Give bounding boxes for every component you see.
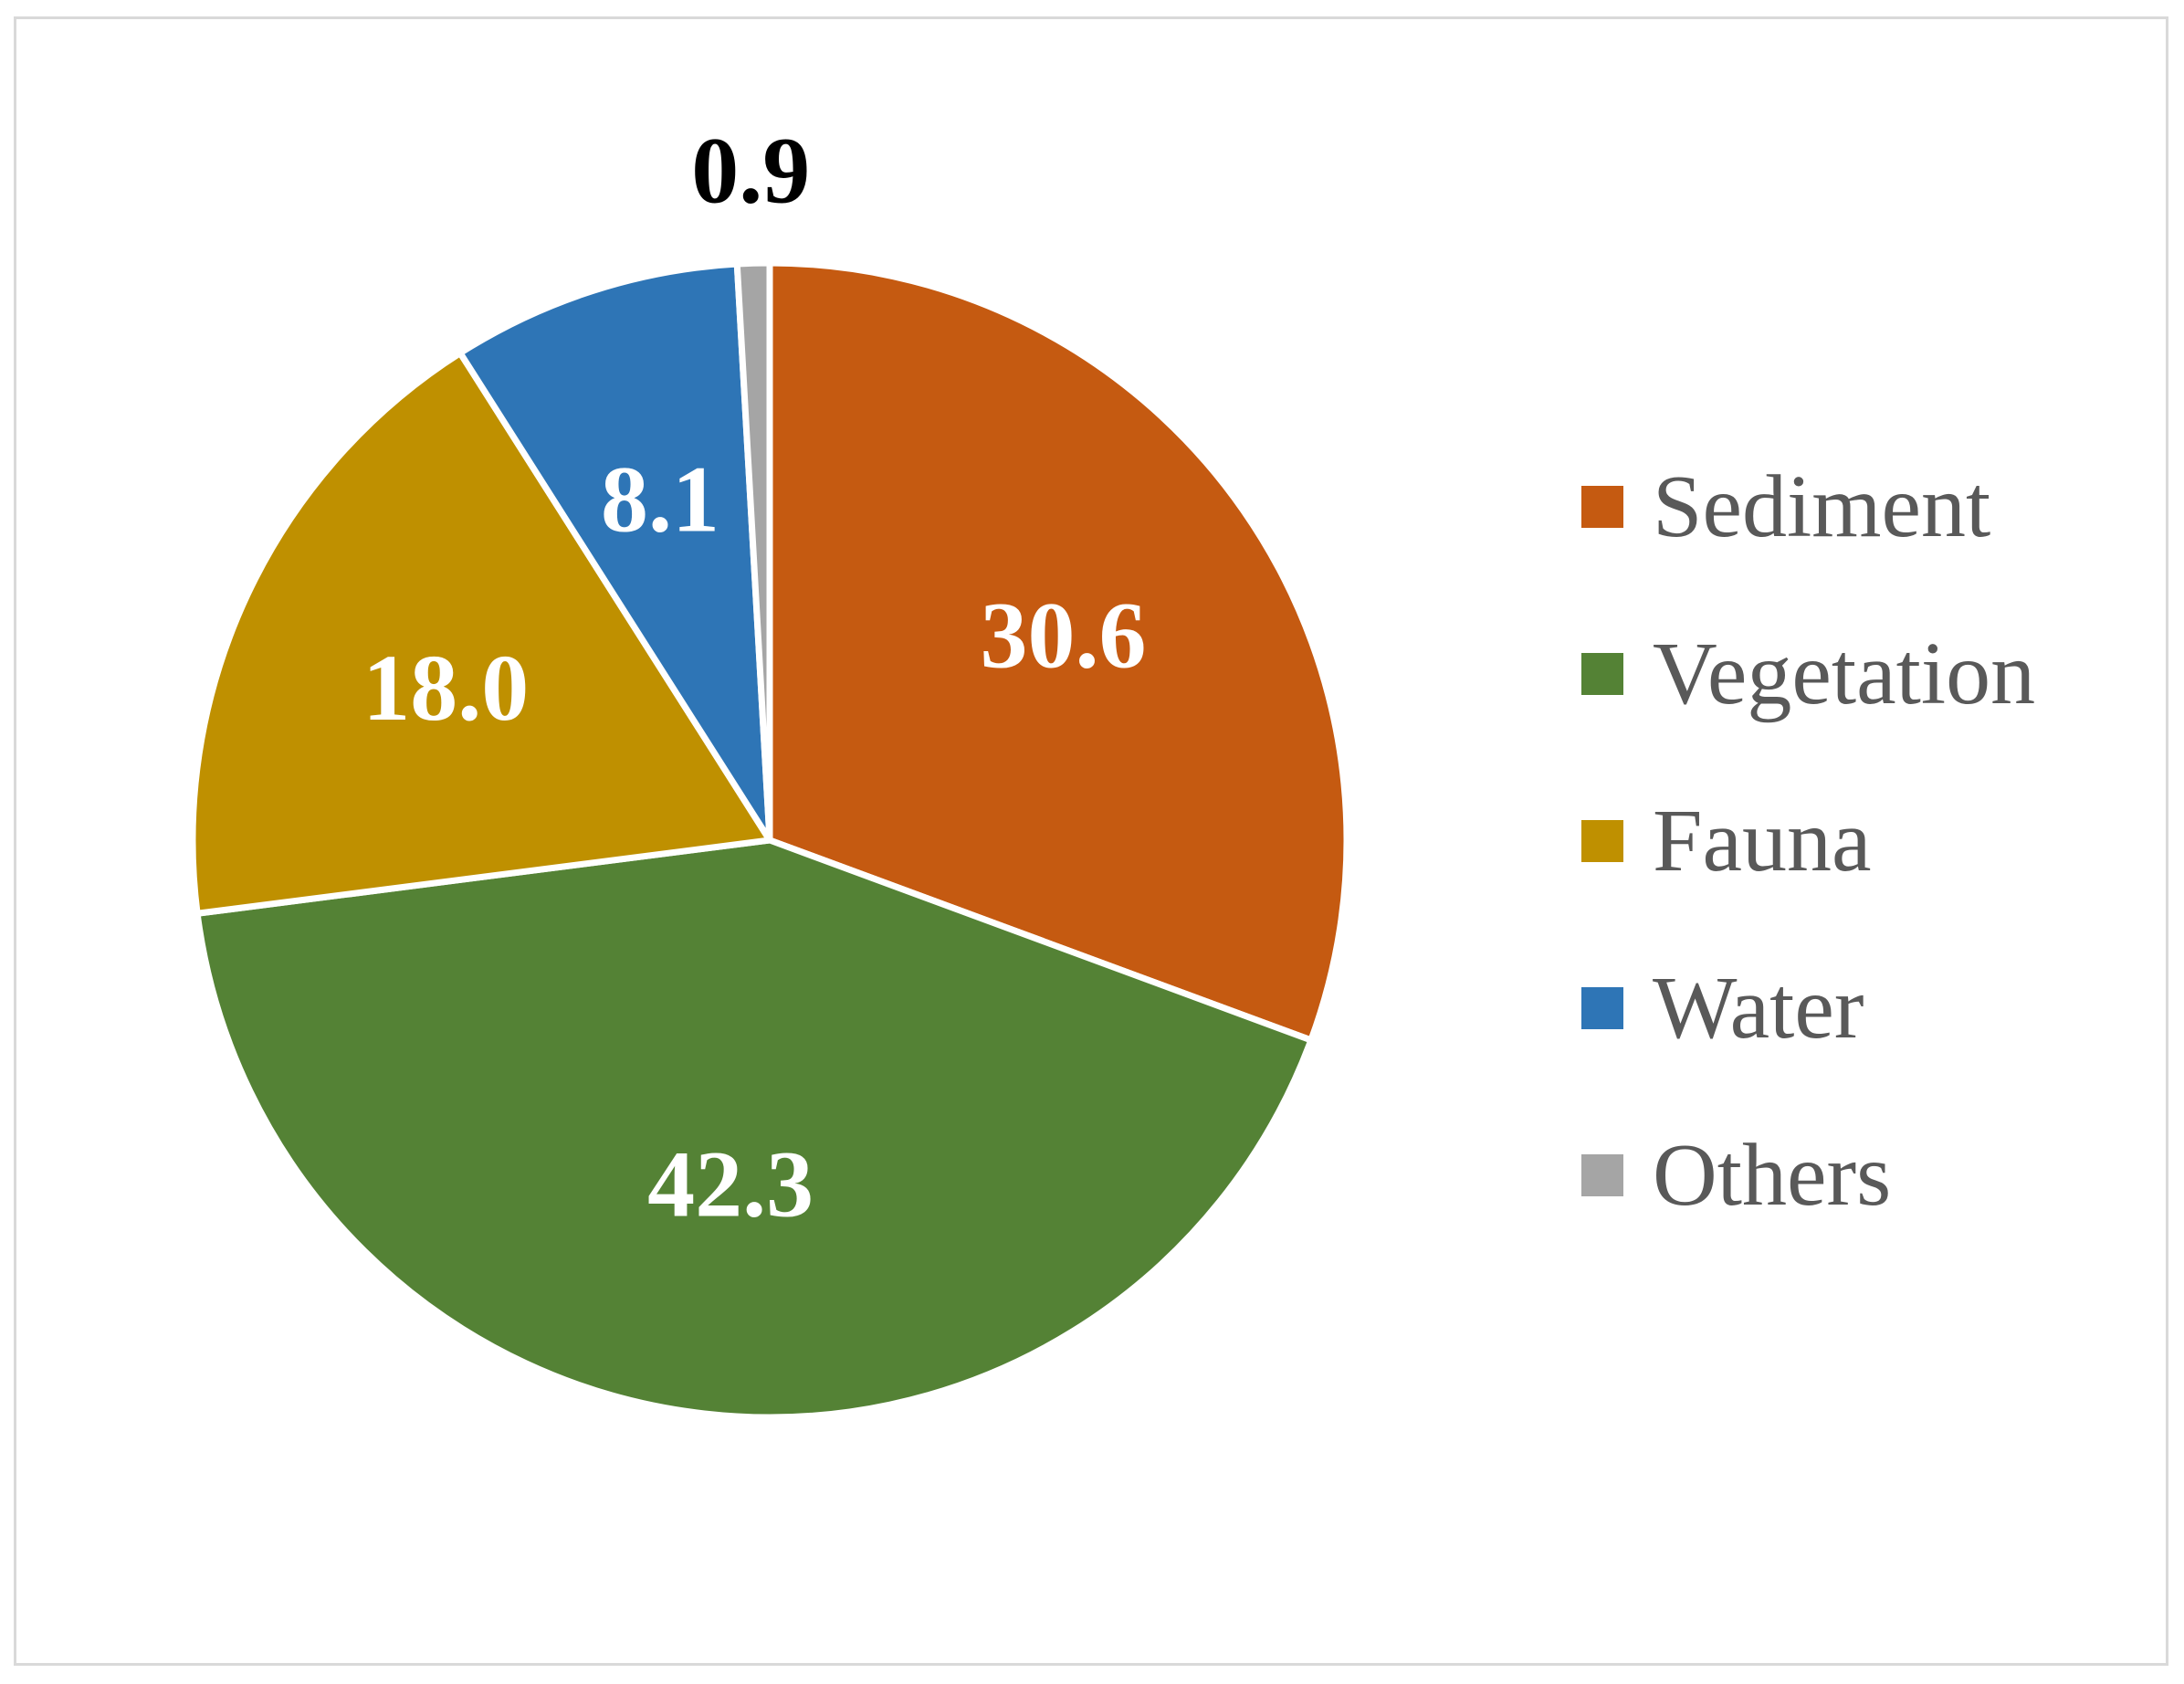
data-label-vegetation: 42.3 [647,1131,814,1237]
legend-swatch [1581,1154,1623,1196]
pie-slice-fauna [189,350,773,917]
legend-swatch [1581,486,1623,528]
pie-slice-vegetation [194,837,1315,1421]
data-label-sediment: 30.6 [981,584,1147,689]
data-label-others: 0.9 [691,119,810,224]
legend: Sediment Vegetation Fauna Water Others [1581,458,2035,1225]
data-label-water: 8.1 [601,447,719,552]
legend-swatch [1581,653,1623,695]
data-label-fauna: 18.0 [362,636,529,741]
legend-item-fauna: Fauna [1581,792,1872,890]
pie-slice-water [457,260,773,844]
pie-slices [189,259,1350,1421]
legend-label: Vegetation [1653,625,2035,723]
legend-item-sediment: Sediment [1581,458,1990,556]
legend-swatch [1581,820,1623,862]
legend-item-vegetation: Vegetation [1581,625,2035,723]
legend-item-water: Water [1581,959,1864,1058]
legend-label: Fauna [1653,792,1872,890]
slice-labels: 30.6 42.3 18.0 8.1 0.9 [362,119,1146,1237]
legend-item-others: Others [1581,1126,1891,1225]
legend-label: Others [1653,1126,1891,1225]
legend-swatch [1581,987,1623,1029]
pie-slice-sediment [766,259,1350,1044]
legend-label: Sediment [1653,458,1990,556]
legend-label: Water [1653,959,1864,1058]
pie-slice-others [733,259,773,844]
